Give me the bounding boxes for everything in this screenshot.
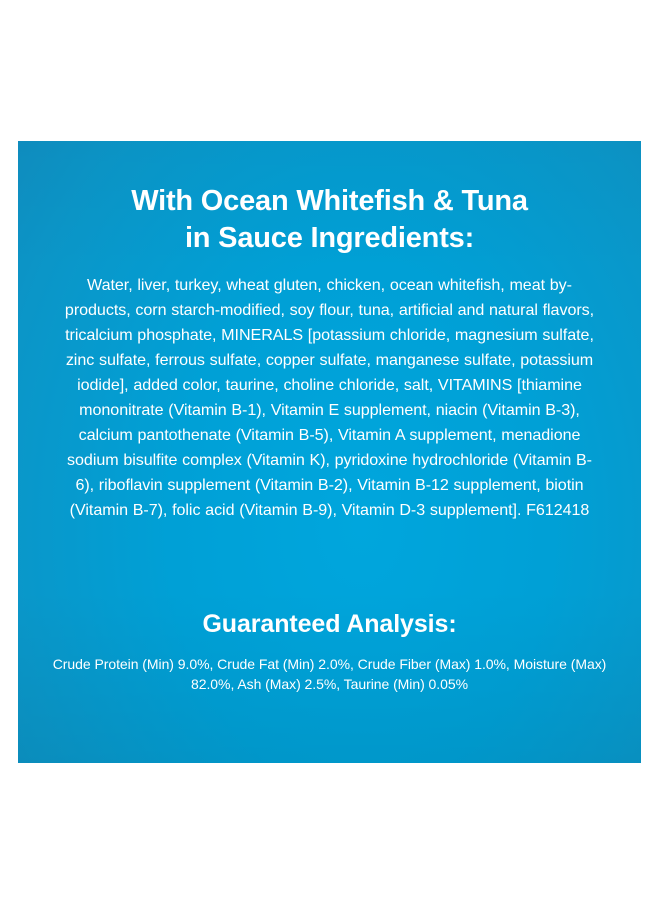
ingredients-panel: With Ocean Whitefish & Tuna in Sauce Ing… [18,141,641,763]
guaranteed-analysis-heading: Guaranteed Analysis: [202,610,457,638]
panel-content: With Ocean Whitefish & Tuna in Sauce Ing… [18,141,641,763]
page-title-line-2: in Sauce Ingredients: [184,222,475,255]
page-title-line-1: With Ocean Whitefish & Tuna [131,185,528,217]
ingredients-text: Water, liver, turkey, wheat gluten, chic… [64,276,595,520]
guaranteed-analysis-values: Crude Protein (Min) 9.0%, Crude Fat (Min… [52,656,607,692]
page-title: With Ocean Whitefish & Tuna in Sauce Ing… [38,141,621,257]
guaranteed-analysis-section: Guaranteed Analysis: Crude Protein (Min)… [18,609,641,694]
